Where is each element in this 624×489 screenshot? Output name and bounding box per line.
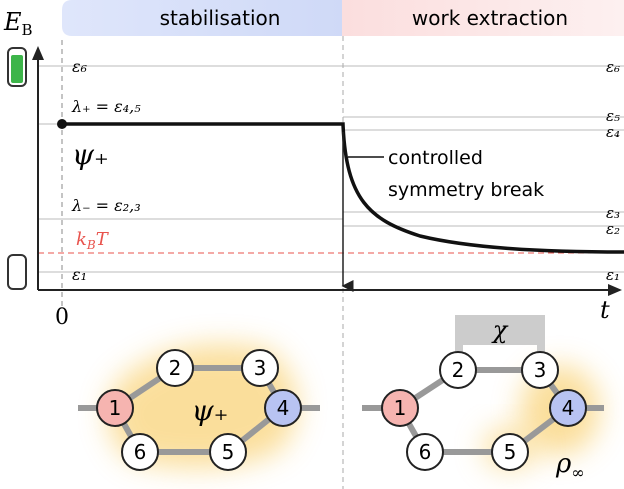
y-axis-label: EB (3, 8, 33, 39)
label: E (3, 8, 22, 36)
node: 6 (406, 433, 444, 471)
origin-label: 0 (55, 305, 69, 330)
level-label: ε₁ (72, 265, 87, 284)
label: 6 (134, 440, 147, 464)
header-right (342, 0, 624, 36)
header-left-label: stabilisation (160, 6, 281, 30)
node: 1 (96, 389, 134, 427)
node: 5 (491, 433, 529, 471)
label: 6 (419, 440, 432, 464)
node: 3 (241, 349, 279, 387)
node: 4 (549, 389, 587, 427)
bridge-label: χ (491, 316, 509, 344)
node: 6 (121, 433, 159, 471)
state-label: ψ₊ (192, 394, 229, 427)
node: 4 (264, 389, 302, 427)
node: 5 (209, 433, 247, 471)
label: T (96, 229, 110, 250)
level-label: ε₅ (606, 107, 620, 125)
label: 4 (277, 396, 290, 420)
level-label: ε₆ (606, 58, 620, 76)
kbt-label: kBT (76, 229, 110, 252)
label: ρ (555, 449, 572, 479)
bridge (455, 315, 545, 345)
left-nodes: 1 2 3 4 5 6 (96, 349, 302, 471)
label: 1 (109, 396, 122, 420)
node: 2 (439, 351, 477, 389)
level-label: ε₃ (606, 204, 620, 222)
label: B (22, 21, 33, 39)
annotation: controlled (388, 147, 483, 169)
level-label: ε₄ (606, 123, 620, 141)
right-labels: ε₆ ε₅ ε₄ ε₃ ε₂ ε₁ (606, 58, 620, 284)
node: 1 (381, 389, 419, 427)
label: 3 (254, 356, 267, 380)
label: 4 (562, 396, 575, 420)
header-right-label: work extraction (412, 6, 568, 30)
level-label: ε₆ (72, 57, 88, 76)
state-label: ψ₊ (72, 138, 109, 171)
label: 2 (169, 356, 182, 380)
label: 2 (452, 358, 465, 382)
x-axis-label: t (600, 296, 610, 324)
label: k (76, 229, 87, 250)
label: 3 (534, 358, 547, 382)
header-left (62, 0, 342, 36)
battery-empty (7, 254, 27, 290)
node: 2 (156, 349, 194, 387)
level-label: λ₋ = ε₂,₃ (71, 196, 141, 215)
label: 5 (222, 440, 235, 464)
level-label: ε₂ (606, 220, 620, 238)
right-nodes: 1 2 3 4 5 6 (381, 351, 587, 471)
level-label: λ₊ = ε₄,₅ (71, 97, 141, 116)
label: 1 (394, 396, 407, 420)
label: ∞ (571, 463, 584, 482)
y-arrow (32, 46, 44, 60)
state-label: ρ∞ (555, 449, 585, 482)
label: B (86, 238, 96, 252)
x-arrow (608, 284, 622, 296)
level-label: ε₁ (606, 266, 620, 284)
start-point (57, 119, 67, 129)
battery-charge (11, 55, 23, 83)
annotation: symmetry break (388, 179, 544, 201)
node: 3 (521, 351, 559, 389)
energy-curve (62, 122, 624, 254)
label: 5 (504, 440, 517, 464)
left-labels: ε₆ λ₊ = ε₄,₅ ψ₊ λ₋ = ε₂,₃ kBT ε₁ (71, 57, 141, 284)
